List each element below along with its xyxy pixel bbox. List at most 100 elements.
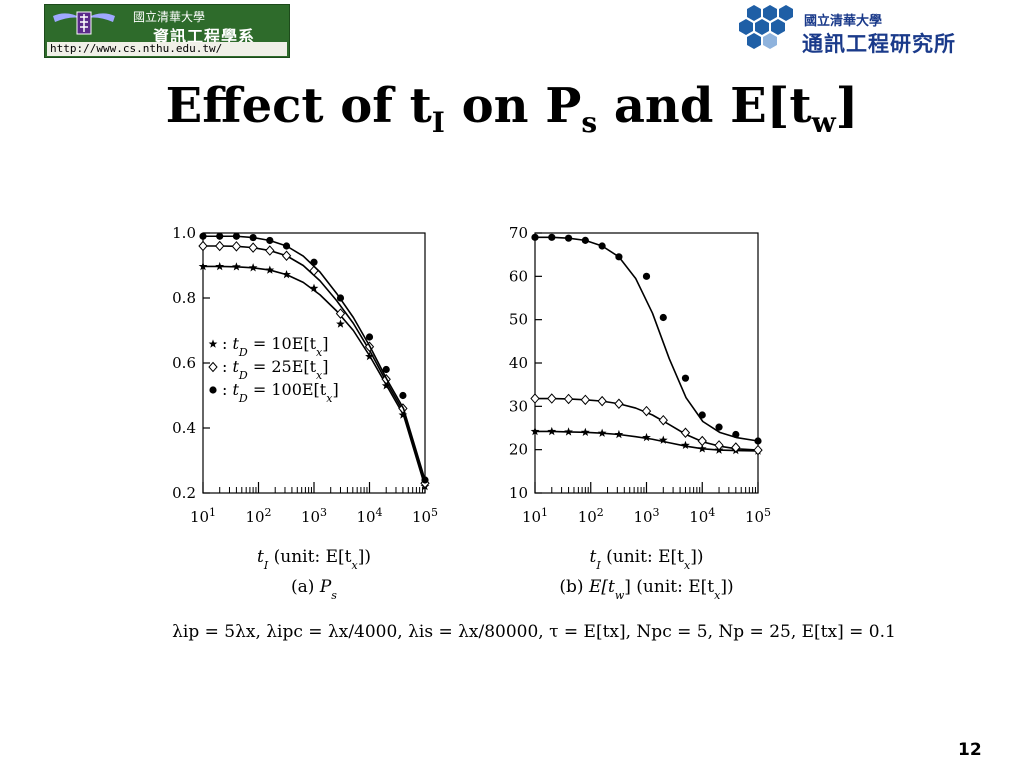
circle-marker xyxy=(216,232,224,240)
star-marker xyxy=(215,261,225,271)
x-axis-label: tI (unit: E[tx]) xyxy=(590,547,704,572)
title-subscript: w xyxy=(811,106,836,139)
x-axis-label: tI (unit: E[tx]) xyxy=(257,547,371,572)
x-tick-label: 101 xyxy=(522,506,548,527)
diamond-marker xyxy=(530,393,540,404)
diamond-marker xyxy=(641,405,652,417)
parameter-line: λip = 5λx, λipc = λx/4000, λis = λx/8000… xyxy=(172,622,896,642)
circle-marker xyxy=(421,476,429,484)
nthu-emblem-icon xyxy=(53,11,115,35)
circle-marker xyxy=(659,313,667,322)
y-tick-label: 0.2 xyxy=(172,484,196,502)
diamond-marker xyxy=(547,393,557,404)
circle-marker xyxy=(209,386,217,394)
page-number: 12 xyxy=(958,740,982,760)
diamond-marker xyxy=(208,361,218,373)
title-part: on P xyxy=(444,78,582,134)
star-marker xyxy=(198,261,208,271)
legend-entry: : tD = 10E[tx] xyxy=(222,334,329,359)
series-line xyxy=(203,265,426,487)
y-tick-label: 70 xyxy=(509,224,528,242)
diamond-marker xyxy=(731,442,741,453)
circle-marker xyxy=(282,242,291,250)
series-diamond xyxy=(530,393,763,456)
diamond-marker xyxy=(335,308,346,319)
star-marker xyxy=(208,339,218,348)
circle-marker xyxy=(531,233,539,241)
star-marker xyxy=(365,351,374,361)
title-subscript: I xyxy=(431,106,445,139)
x-tick-label: 105 xyxy=(412,506,438,527)
y-tick-label: 1.0 xyxy=(172,224,196,242)
cs-dept-logo: 國立清華大學 資訊工程學系 http://www.cs.nthu.edu.tw/ xyxy=(44,4,290,58)
y-tick-label: 50 xyxy=(509,311,528,329)
x-tick-label: 101 xyxy=(190,506,216,527)
diamond-marker xyxy=(580,394,591,406)
diamond-marker xyxy=(697,435,707,447)
legend-entry: : tD = 100E[tx] xyxy=(222,380,339,405)
x-tick-label: 103 xyxy=(301,506,327,527)
circle-marker xyxy=(698,411,706,419)
star-marker xyxy=(642,432,651,442)
series-circle xyxy=(531,233,762,445)
star-marker xyxy=(232,262,241,271)
diamond-marker xyxy=(753,444,763,456)
circle-marker xyxy=(199,232,207,240)
circle-marker xyxy=(642,272,651,280)
diamond-marker xyxy=(248,242,258,253)
x-tick-label: 104 xyxy=(689,506,715,527)
star-marker xyxy=(597,428,607,437)
title-part: Effect of t xyxy=(165,78,432,134)
star-marker xyxy=(282,270,291,279)
panel-caption: (a) Ps xyxy=(291,577,337,602)
star-marker xyxy=(530,426,540,436)
y-tick-label: 0.6 xyxy=(172,354,196,372)
star-marker xyxy=(336,319,345,328)
right-logo-university: 國立清華大學 xyxy=(804,14,883,29)
circle-marker xyxy=(548,233,556,241)
diamond-marker xyxy=(215,240,225,252)
circle-marker xyxy=(249,233,257,242)
diamond-marker xyxy=(198,240,208,252)
left-logo-url: http://www.cs.nthu.edu.tw/ xyxy=(47,42,287,56)
comm-institute-logo: 國立清華大學 通訊工程研究所 xyxy=(738,4,988,58)
circle-marker xyxy=(564,234,573,242)
star-marker xyxy=(697,444,707,453)
star-marker xyxy=(309,283,319,292)
diamond-marker xyxy=(563,393,574,405)
circle-marker xyxy=(365,333,374,341)
y-tick-label: 0.4 xyxy=(172,419,196,437)
circle-marker xyxy=(598,242,606,250)
star-marker xyxy=(248,263,258,272)
hexagon-cluster-icon xyxy=(739,5,793,49)
series-star xyxy=(198,261,430,491)
circle-marker xyxy=(615,253,623,261)
left-logo-university: 國立清華大學 xyxy=(133,10,206,24)
x-tick-label: 102 xyxy=(245,506,271,527)
series-circle xyxy=(199,232,429,484)
circle-marker xyxy=(681,374,690,382)
diamond-marker xyxy=(597,395,607,407)
circle-marker xyxy=(382,365,390,374)
star-marker xyxy=(381,381,391,390)
left-logo-department: 資訊工程學系 xyxy=(153,27,256,46)
panel-caption: (b) E[tw] (unit: E[tx]) xyxy=(559,577,733,602)
chart-panel-a: 0.2 0.4 0.6 0.8 1.0 101 102 103 104 105 tI (unit: … xyxy=(172,224,438,602)
star-marker xyxy=(614,429,624,439)
circle-marker xyxy=(310,258,318,266)
star-marker xyxy=(681,440,690,450)
star-marker xyxy=(265,265,275,274)
diamond-marker xyxy=(680,427,691,439)
y-tick-label: 40 xyxy=(509,354,528,372)
y-tick-label: 10 xyxy=(509,484,528,502)
circle-marker xyxy=(715,423,723,431)
diamond-marker xyxy=(714,440,724,451)
x-tick-label: 104 xyxy=(356,506,382,527)
circle-marker xyxy=(581,236,589,244)
title-part: ] xyxy=(835,78,859,134)
circle-marker xyxy=(754,437,762,445)
star-marker xyxy=(658,435,668,444)
diamond-marker xyxy=(281,250,292,262)
title-subscript: s xyxy=(581,106,598,139)
